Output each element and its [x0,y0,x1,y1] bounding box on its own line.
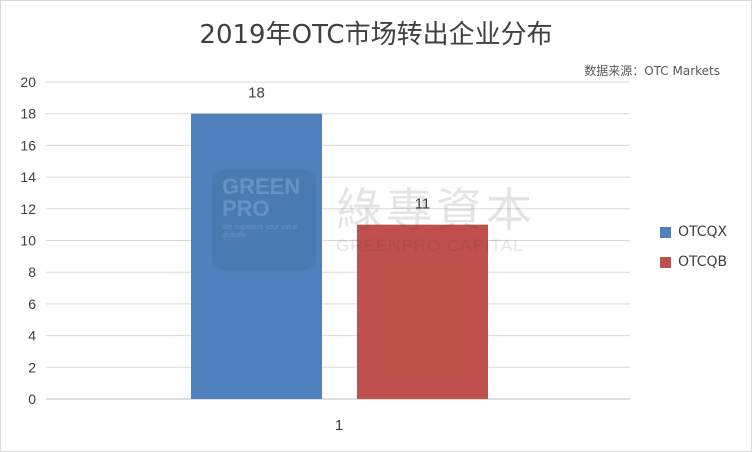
y-tick-label: 18 [20,106,36,122]
y-tick-label: 6 [28,296,36,312]
bar-otcqb [357,224,488,399]
y-tick-label: 4 [28,328,36,344]
bar-otcqx [191,113,322,399]
chart-legend: OTCQX OTCQB [660,222,727,282]
data-source-note: 数据来源：OTC Markets [584,64,720,78]
y-tick-label: 20 [20,74,36,90]
data-label-otcqx: 18 [248,85,265,102]
y-tick-label: 10 [20,233,36,249]
legend-item-otcqb: OTCQB [660,252,727,272]
legend-swatch-otcqb [660,256,671,268]
legend-item-otcqx: OTCQX [660,222,727,242]
data-label-otcqb: 11 [415,196,431,213]
y-tick-label: 14 [20,169,36,185]
legend-swatch-otcqx [660,226,671,238]
legend-label-otcqb: OTCQB [678,254,728,270]
x-tick-label: 1 [335,417,343,434]
y-tick-label: 16 [20,137,36,153]
legend-label-otcqx: OTCQX [678,224,728,240]
chart-title: 2019年OTC市场转出企业分布 [199,20,553,50]
y-tick-label: 8 [28,264,36,280]
y-tick-label: 2 [28,359,36,375]
y-tick-label: 0 [28,391,36,407]
y-tick-label: 12 [20,201,36,217]
